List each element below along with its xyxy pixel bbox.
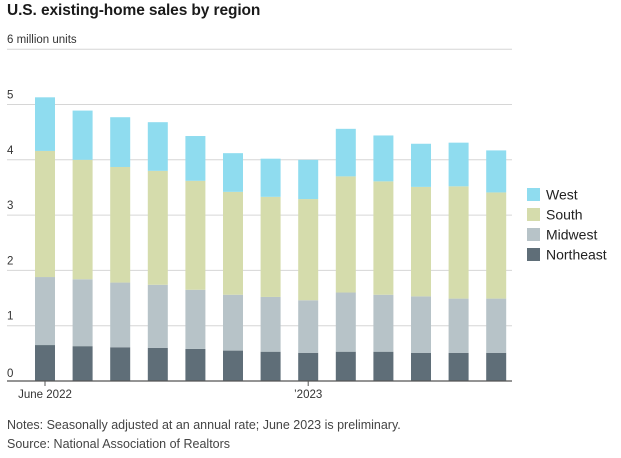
- bar-segment-south-2022-10[interactable]: [185, 180, 206, 290]
- bar-segment-west-2023-02[interactable]: [335, 128, 356, 177]
- bar-segment-midwest-2023-01[interactable]: [298, 300, 319, 353]
- bar-segment-south-2023-03[interactable]: [373, 181, 394, 295]
- bar-segment-west-2023-01[interactable]: [298, 159, 319, 200]
- bar-segment-northeast-2023-04[interactable]: [411, 352, 431, 381]
- bar-segment-midwest-2023-05[interactable]: [448, 298, 469, 353]
- legend-label-midwest: Midwest: [546, 227, 597, 243]
- bar-segment-south-2023-05[interactable]: [448, 186, 469, 299]
- bar-segment-south-2022-11[interactable]: [223, 191, 243, 295]
- bar-segment-west-2023-06[interactable]: [486, 150, 507, 193]
- y-tick-label: 6 million units: [7, 34, 77, 46]
- bar-segment-south-2023-01[interactable]: [298, 199, 319, 301]
- bar-segment-south-2023-04[interactable]: [411, 186, 431, 297]
- bar-segment-south-2022-06[interactable]: [35, 150, 55, 278]
- bar-segment-west-2022-08[interactable]: [110, 117, 131, 167]
- bar-segment-northeast-2023-05[interactable]: [448, 352, 469, 381]
- legend-swatch-south: [527, 208, 540, 221]
- legend-label-south: South: [546, 207, 583, 223]
- chart-footnotes: Notes: Seasonally adjusted at an annual …: [7, 416, 401, 454]
- bar-segment-northeast-2022-07[interactable]: [72, 346, 93, 381]
- bar-segment-south-2023-02[interactable]: [335, 176, 356, 293]
- bar-segment-northeast-2023-01[interactable]: [298, 352, 319, 381]
- bar-segment-midwest-2022-12[interactable]: [260, 296, 281, 352]
- chart-title: U.S. existing-home sales by region: [7, 2, 261, 19]
- legend-label-west: West: [546, 187, 578, 203]
- legend-item-west: West: [527, 187, 578, 203]
- bar-segment-northeast-2022-09[interactable]: [147, 347, 168, 381]
- bar-segment-midwest-2023-02[interactable]: [335, 292, 356, 352]
- x-axis: June 2022 ’2023: [7, 380, 512, 401]
- bar-segment-west-2022-12[interactable]: [260, 158, 281, 197]
- bar-segment-west-2022-10[interactable]: [185, 136, 206, 181]
- y-axis-tick-labels: 0 1 2 3 4 5 6 million units: [7, 34, 77, 380]
- y-tick-label: 1: [7, 311, 13, 323]
- bar-segment-south-2022-07[interactable]: [72, 159, 93, 280]
- notes-text: Notes: Seasonally adjusted at an annual …: [7, 418, 401, 432]
- legend-item-midwest: Midwest: [527, 227, 597, 243]
- bar-segment-northeast-2023-03[interactable]: [373, 351, 394, 381]
- bar-segment-south-2022-09[interactable]: [147, 170, 168, 285]
- bar-segment-south-2022-08[interactable]: [110, 166, 131, 283]
- legend-item-south: South: [527, 207, 583, 223]
- bar-segment-midwest-2022-09[interactable]: [147, 284, 168, 348]
- y-tick-label: 0: [7, 368, 13, 380]
- bar-segment-northeast-2022-12[interactable]: [260, 351, 281, 381]
- legend-item-northeast: Northeast: [527, 247, 607, 263]
- y-tick-label: 4: [7, 145, 14, 157]
- stacked-bar-chart: 0 1 2 3 4 5 6 million units June 2022 ’2023 Wes…: [7, 34, 607, 401]
- bar-segment-midwest-2023-06[interactable]: [486, 298, 507, 353]
- x-tick-label: ’2023: [294, 389, 322, 401]
- bar-segment-west-2022-07[interactable]: [72, 110, 93, 160]
- bar-segment-northeast-2022-06[interactable]: [35, 345, 55, 381]
- legend: West South Midwest Northeast: [527, 187, 607, 263]
- bars: [35, 97, 507, 381]
- bar-segment-south-2022-12[interactable]: [260, 196, 281, 297]
- x-tick-label: June 2022: [18, 389, 72, 401]
- bar-segment-south-2023-06[interactable]: [486, 192, 507, 299]
- bar-segment-midwest-2023-04[interactable]: [411, 296, 431, 353]
- bar-segment-midwest-2022-06[interactable]: [35, 277, 55, 346]
- bar-segment-west-2023-05[interactable]: [448, 142, 469, 187]
- legend-swatch-west: [527, 188, 540, 201]
- bar-segment-midwest-2023-03[interactable]: [373, 294, 394, 352]
- bar-segment-west-2023-03[interactable]: [373, 135, 394, 182]
- bar-segment-northeast-2022-10[interactable]: [185, 348, 206, 381]
- legend-swatch-midwest: [527, 228, 540, 241]
- bar-segment-midwest-2022-10[interactable]: [185, 289, 206, 349]
- bar-segment-midwest-2022-07[interactable]: [72, 279, 93, 347]
- bar-segment-northeast-2023-06[interactable]: [486, 352, 507, 381]
- bar-segment-northeast-2022-11[interactable]: [223, 350, 243, 381]
- bar-segment-midwest-2022-11[interactable]: [223, 294, 243, 351]
- bar-segment-west-2022-09[interactable]: [147, 122, 168, 171]
- bar-segment-northeast-2022-08[interactable]: [110, 347, 131, 381]
- bar-segment-west-2022-11[interactable]: [223, 153, 243, 192]
- y-tick-label: 2: [7, 255, 13, 267]
- legend-label-northeast: Northeast: [546, 247, 607, 263]
- y-tick-label: 3: [7, 200, 13, 212]
- bar-segment-northeast-2023-02[interactable]: [335, 351, 356, 381]
- y-tick-label: 5: [7, 90, 13, 102]
- source-text: Source: National Association of Realtors: [7, 437, 231, 451]
- bar-segment-west-2022-06[interactable]: [35, 97, 55, 151]
- legend-swatch-northeast: [527, 248, 540, 261]
- bar-segment-midwest-2022-08[interactable]: [110, 282, 131, 348]
- bar-segment-west-2023-04[interactable]: [411, 143, 431, 187]
